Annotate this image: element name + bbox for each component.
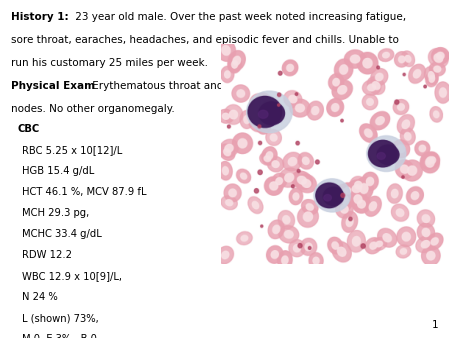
Text: RDW 12.2: RDW 12.2 (22, 250, 72, 260)
Text: MCHC 33.4 g/dL: MCHC 33.4 g/dL (22, 229, 102, 239)
Text: CBC: CBC (18, 124, 40, 135)
Text: 23 year old male. Over the past week noted increasing fatigue,: 23 year old male. Over the past week not… (72, 12, 406, 22)
Text: RBC 5.25 x 10[12]/L: RBC 5.25 x 10[12]/L (22, 145, 123, 155)
Text: N 24 %: N 24 % (22, 292, 58, 302)
Text: 1: 1 (432, 319, 439, 330)
Text: Erythematous throat and tonsils. Swollen cervical lymph: Erythematous throat and tonsils. Swollen… (89, 81, 387, 91)
Text: sore throat, earaches, headaches, and episodic fever and chills. Unable to: sore throat, earaches, headaches, and ep… (11, 35, 399, 45)
Text: nodes. No other organomegaly.: nodes. No other organomegaly. (11, 104, 175, 114)
Text: Physical Exam: Physical Exam (11, 81, 95, 91)
Text: WBC 12.9 x 10[9]/L,: WBC 12.9 x 10[9]/L, (22, 271, 122, 281)
Text: HGB 15.4 g/dL: HGB 15.4 g/dL (22, 166, 95, 176)
Text: L (shown) 73%,: L (shown) 73%, (22, 313, 99, 323)
Text: M 0, E 3% , B 0: M 0, E 3% , B 0 (22, 334, 97, 338)
Text: MCH 29.3 pg,: MCH 29.3 pg, (22, 208, 90, 218)
Text: History 1:: History 1: (11, 12, 69, 22)
Text: HCT 46.1 %, MCV 87.9 fL: HCT 46.1 %, MCV 87.9 fL (22, 187, 147, 197)
Text: run his customary 25 miles per week.: run his customary 25 miles per week. (11, 58, 208, 68)
